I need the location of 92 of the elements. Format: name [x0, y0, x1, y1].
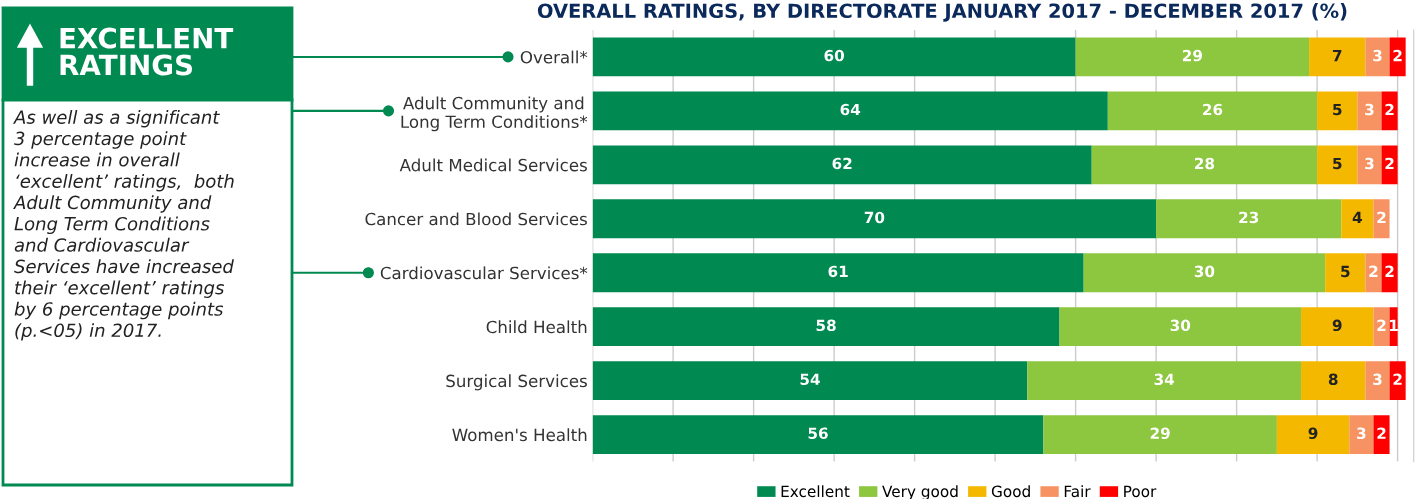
bar [1373, 199, 1390, 239]
bar [592, 307, 1060, 347]
data-label: 2 [1385, 265, 1394, 277]
bar [1381, 253, 1398, 293]
bar [1349, 415, 1374, 455]
data-label: 2 [1393, 373, 1402, 385]
data-label: 34 [1154, 373, 1175, 386]
y-tick-label: Cancer and Blood Services [365, 212, 587, 226]
bar [1107, 91, 1318, 131]
bar [1276, 415, 1350, 455]
bar [1365, 37, 1390, 77]
data-label: 2 [1385, 103, 1394, 116]
bar [1091, 145, 1318, 185]
data-label: 64 [840, 103, 861, 116]
data-label: 2 [1377, 319, 1386, 331]
bar [1341, 199, 1374, 239]
bar [1075, 37, 1310, 77]
data-label: 1 [1390, 319, 1398, 331]
bar [1389, 37, 1406, 77]
data-label: 3 [1357, 427, 1366, 440]
text: EXCELLENT RATINGS [60, 27, 234, 76]
bar [592, 253, 1084, 293]
y-tick-label: Women's Health [452, 428, 587, 442]
data-label: 9 [1332, 319, 1342, 332]
bar [1309, 37, 1366, 77]
bar [1156, 199, 1342, 239]
y-tick-label: Adult Community and Long Term Conditions* [401, 96, 588, 132]
text: As well as a significant 3 percentage point increase in overall ‘excellent’ ratings, both Adult Community and Long Term Conditions and Cardiovascular Services have increased their ‘excellent’ ratings by 6 percentage points (p.<05) in 2017. [13, 109, 234, 341]
data-label: 58 [816, 319, 836, 332]
data-label: 56 [808, 427, 828, 440]
data-label: 28 [1195, 157, 1215, 170]
data-label: 7 [1332, 49, 1342, 62]
y-tick-label: Surgical Services [446, 374, 587, 391]
data-label: 5 [1333, 157, 1342, 170]
bar [1317, 91, 1358, 131]
chart-title: OVERALL RATINGS, BY DIRECTORATE JANUARY 2017 - DECEMBER 2017 (%) [537, 3, 1347, 22]
data-label: 29 [1150, 427, 1170, 440]
data-label: 2 [1377, 427, 1386, 439]
legend-label: Fair [1064, 485, 1091, 498]
bar [592, 199, 1157, 239]
data-label: 23 [1239, 211, 1259, 224]
bar [1043, 415, 1277, 455]
data-label: 61 [828, 265, 848, 278]
data-label: 2 [1393, 49, 1402, 62]
y-tick-label: Cardiovascular Services* [380, 266, 588, 280]
bar [1083, 253, 1326, 293]
data-label: 3 [1373, 49, 1382, 62]
data-label: 8 [1328, 373, 1338, 386]
bar [1301, 361, 1366, 401]
bar [1027, 361, 1302, 401]
bar [1373, 415, 1390, 455]
legend-label: Poor [1124, 485, 1157, 498]
bar [1357, 145, 1382, 185]
y-tick-label: Adult Medical Services [399, 158, 587, 172]
bar [1365, 253, 1382, 293]
data-label: 26 [1203, 103, 1223, 116]
data-label: 29 [1182, 49, 1202, 62]
data-label: 5 [1341, 265, 1350, 278]
data-label: 2 [1377, 211, 1386, 223]
data-label: 54 [800, 373, 820, 386]
bar [1059, 307, 1302, 347]
bar [592, 415, 1044, 455]
bar [1357, 91, 1382, 131]
bar [592, 91, 1108, 131]
data-label: 2 [1369, 265, 1378, 277]
bar [1365, 361, 1390, 401]
y-tick-label: Child Health [486, 320, 587, 334]
bar [1301, 307, 1374, 347]
data-label: 3 [1365, 103, 1374, 116]
data-label: 30 [1194, 265, 1215, 278]
bar [592, 145, 1092, 185]
bar [592, 361, 1028, 401]
data-label: 9 [1308, 427, 1318, 440]
data-label: 30 [1170, 319, 1191, 332]
bar [1381, 91, 1398, 131]
data-label: 70 [864, 211, 885, 224]
bar [1381, 145, 1398, 185]
bar [592, 37, 1076, 77]
bar [1389, 361, 1406, 401]
data-label: 4 [1352, 211, 1362, 223]
data-label: 60 [824, 49, 845, 62]
data-label: 62 [832, 157, 852, 170]
legend-label: Excellent [781, 485, 850, 498]
data-label: 3 [1365, 157, 1374, 170]
bar [1317, 145, 1358, 185]
data-label: 5 [1333, 103, 1342, 116]
bar [1373, 307, 1390, 347]
y-tick-label: Overall* [520, 50, 588, 64]
data-label: 2 [1385, 157, 1394, 170]
data-label: 3 [1373, 373, 1382, 386]
bar [1325, 253, 1366, 293]
legend-label: Good [991, 485, 1030, 498]
